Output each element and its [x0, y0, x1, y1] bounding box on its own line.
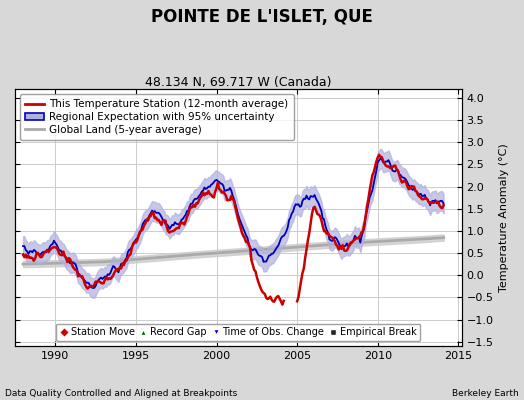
- Legend: Station Move, Record Gap, Time of Obs. Change, Empirical Break: Station Move, Record Gap, Time of Obs. C…: [56, 324, 420, 341]
- Text: Data Quality Controlled and Aligned at Breakpoints: Data Quality Controlled and Aligned at B…: [5, 389, 237, 398]
- Text: POINTE DE L'ISLET, QUE: POINTE DE L'ISLET, QUE: [151, 8, 373, 26]
- Title: 48.134 N, 69.717 W (Canada): 48.134 N, 69.717 W (Canada): [145, 76, 332, 89]
- Y-axis label: Temperature Anomaly (°C): Temperature Anomaly (°C): [499, 143, 509, 292]
- Text: Berkeley Earth: Berkeley Earth: [452, 389, 519, 398]
